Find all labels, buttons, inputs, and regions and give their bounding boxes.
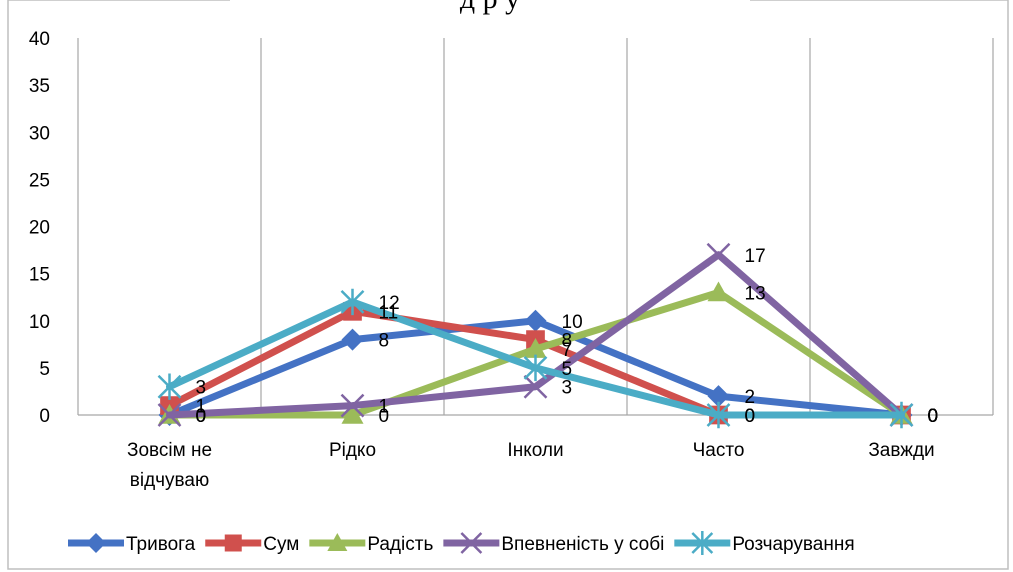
title-mask — [230, 0, 750, 6]
x-category-label: Інколи — [507, 440, 563, 461]
x-category-label: Рідко — [329, 440, 376, 461]
data-label: 5 — [562, 359, 573, 380]
chart-area-border — [7, 0, 1009, 570]
data-label: 0 — [928, 406, 939, 427]
legend-swatch-marker — [691, 531, 714, 555]
data-point-marker — [524, 309, 547, 332]
series-group — [157, 242, 914, 429]
data-label: 2 — [745, 387, 756, 408]
legend-swatch-marker — [460, 532, 483, 554]
data-label: 0 — [379, 406, 390, 427]
legend-label: Впевненість у собі — [501, 534, 664, 555]
data-point-marker — [524, 338, 547, 358]
legend-swatch-marker — [86, 533, 106, 553]
data-label: 10 — [562, 312, 583, 333]
data-label: 0 — [745, 406, 756, 427]
legend-item: Тривога — [68, 533, 196, 555]
legend-item: Впевненість у собі — [443, 532, 664, 555]
y-tick-label: 15 — [29, 265, 50, 286]
data-label: 13 — [745, 283, 766, 304]
legend-label: Тривога — [126, 534, 196, 555]
legend-label: Радість — [367, 534, 433, 555]
data-point-marker — [341, 328, 364, 351]
data-point-marker — [706, 242, 731, 267]
data-label: 8 — [379, 331, 390, 352]
data-point-marker — [341, 404, 364, 424]
legend-item: Радість — [309, 533, 433, 555]
data-label: 0 — [196, 406, 207, 427]
x-category-label: Завжди — [868, 440, 934, 461]
data-label: 8 — [562, 331, 573, 352]
x-axis-categories: Зовсім не відчуваю Рідко Інколи Часто Завжди — [127, 440, 935, 491]
x-category-label: Зовсім не — [127, 440, 212, 461]
data-label: 0 — [745, 406, 756, 427]
y-axis-ticks: 0 5 10 15 20 25 30 35 40 — [29, 29, 50, 427]
data-point-marker — [157, 403, 182, 427]
y-tick-label: 10 — [29, 312, 50, 333]
data-point-marker — [706, 401, 731, 429]
data-label: 3 — [196, 378, 207, 399]
data-point-marker — [707, 385, 730, 408]
legend-item: Сум — [205, 534, 299, 555]
data-point-marker — [340, 288, 365, 316]
chart-title-fragment: д р у — [460, 0, 520, 15]
data-label: 0 — [928, 406, 939, 427]
data-label: 7 — [562, 340, 573, 361]
y-tick-label: 35 — [29, 76, 50, 97]
data-label: 11 — [379, 302, 399, 323]
data-point-marker — [889, 401, 914, 429]
legend: Тривога Сум Радість Впевненість у собі Розча… — [68, 531, 855, 555]
legend-swatch-marker — [327, 533, 348, 551]
data-label: 3 — [562, 378, 573, 399]
data-label: 0 — [196, 406, 207, 427]
y-tick-label: 40 — [29, 29, 50, 50]
data-label: 0 — [196, 406, 207, 427]
data-point-marker — [523, 354, 548, 382]
data-point-marker — [523, 374, 548, 399]
x-category-label: Часто — [693, 440, 745, 461]
legend-swatch-marker — [224, 534, 242, 552]
data-point-marker — [340, 393, 365, 418]
legend-item: Розчарування — [674, 531, 855, 555]
data-label: 0 — [928, 406, 939, 427]
data-label: 12 — [379, 293, 400, 314]
data-point-marker — [157, 373, 182, 400]
y-tick-label: 5 — [39, 359, 50, 380]
y-tick-label: 20 — [29, 218, 50, 239]
x-category-label: відчуваю — [130, 470, 210, 491]
y-tick-label: 25 — [29, 170, 50, 191]
y-tick-label: 0 — [39, 406, 50, 427]
legend-label: Сум — [263, 534, 299, 555]
data-point-marker — [707, 281, 730, 302]
y-tick-label: 30 — [29, 123, 50, 144]
legend-label: Розчарування — [732, 534, 854, 555]
data-label: 0 — [928, 406, 939, 427]
data-label: 0 — [928, 406, 939, 427]
data-label: 1 — [196, 397, 207, 418]
data-label: 1 — [379, 397, 390, 418]
data-label: 17 — [745, 246, 766, 267]
